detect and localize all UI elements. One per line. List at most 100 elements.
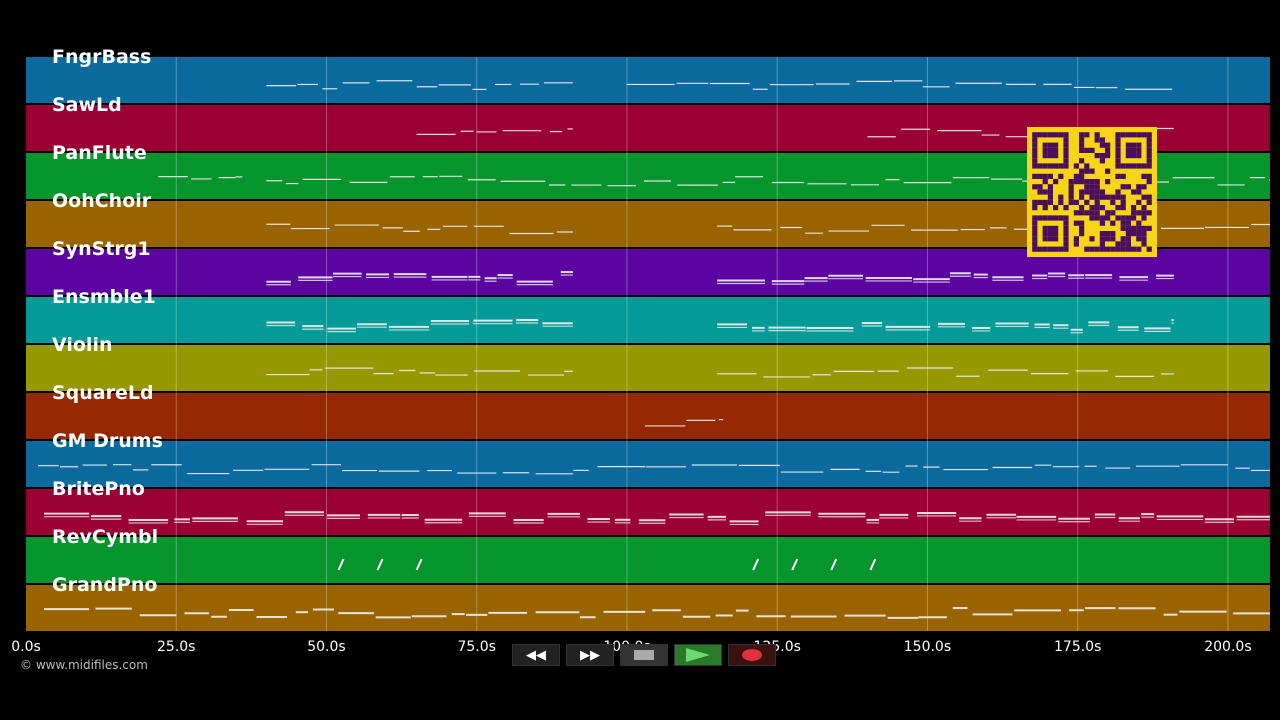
qr-module (1032, 153, 1038, 159)
qr-module (1110, 246, 1116, 252)
qr-module (1073, 210, 1079, 216)
qr-module (1141, 241, 1147, 247)
rewind-icon: ◀◀ (526, 647, 546, 663)
qr-module (1146, 199, 1152, 205)
qr-module (1115, 158, 1121, 164)
qr-module (1089, 147, 1095, 153)
track-label: Violin (52, 334, 113, 356)
qr-module (1131, 147, 1137, 153)
qr-module (1042, 179, 1048, 185)
qr-module (1141, 173, 1147, 179)
qr-module (1032, 132, 1038, 138)
qr-module (1110, 236, 1116, 242)
qr-module (1136, 210, 1142, 216)
qr-module (1053, 231, 1059, 237)
qr-module (1105, 231, 1111, 237)
qr-module (1079, 194, 1085, 200)
qr-module (1131, 189, 1137, 195)
qr-module (1120, 194, 1126, 200)
qr-module (1063, 153, 1069, 159)
qr-module (1146, 225, 1152, 231)
qr-module (1136, 132, 1142, 138)
qr-module (1131, 215, 1137, 221)
qr-module (1047, 142, 1053, 148)
record-icon (742, 649, 762, 661)
stop-button[interactable] (620, 644, 668, 666)
qr-module (1105, 147, 1111, 153)
qr-module (1063, 231, 1069, 237)
qr-module (1089, 236, 1095, 242)
qr-module (1094, 179, 1100, 185)
qr-module (1032, 199, 1038, 205)
qr-module (1094, 210, 1100, 216)
note-stroke (415, 558, 423, 571)
track-label: SynStrg1 (52, 238, 151, 260)
qr-module (1032, 142, 1038, 148)
qr-module (1125, 215, 1131, 221)
qr-module (1089, 179, 1095, 185)
qr-module (1141, 205, 1147, 211)
qr-module (1105, 236, 1111, 242)
qr-module (1099, 142, 1105, 148)
qr-module (1115, 189, 1121, 195)
qr-module (1120, 236, 1126, 242)
qr-module (1146, 132, 1152, 138)
qr-module (1115, 246, 1121, 252)
qr-module (1099, 246, 1105, 252)
qr-module (1032, 173, 1038, 179)
qr-module (1047, 184, 1053, 190)
play-button[interactable] (674, 644, 722, 666)
qr-module (1146, 194, 1152, 200)
qr-module (1099, 215, 1105, 221)
note-stroke (752, 558, 760, 571)
qr-module (1115, 163, 1121, 169)
qr-module (1037, 215, 1043, 221)
qr-module (1084, 179, 1090, 185)
qr-module (1058, 246, 1064, 252)
qr-module (1146, 173, 1152, 179)
qr-module (1105, 215, 1111, 221)
qr-module (1136, 147, 1142, 153)
qr-module (1047, 246, 1053, 252)
track-label: RevCymbl (52, 526, 159, 548)
qr-module (1073, 220, 1079, 226)
qr-module (1125, 147, 1131, 153)
qr-module (1136, 142, 1142, 148)
qr-module (1094, 199, 1100, 205)
qr-module (1141, 194, 1147, 200)
qr-module (1141, 225, 1147, 231)
play-icon (686, 648, 710, 662)
qr-module (1037, 189, 1043, 195)
qr-module (1063, 132, 1069, 138)
qr-module (1079, 231, 1085, 237)
qr-module (1084, 184, 1090, 190)
note-stroke (376, 558, 384, 571)
qr-module (1141, 215, 1147, 221)
qr-module (1084, 246, 1090, 252)
qr-module (1120, 163, 1126, 169)
qr-module (1146, 147, 1152, 153)
qr-module (1146, 246, 1152, 252)
qr-module (1032, 241, 1038, 247)
fast-forward-button[interactable]: ▶▶ (566, 644, 614, 666)
qr-module (1131, 142, 1137, 148)
qr-code-icon (1027, 127, 1157, 257)
qr-module (1037, 132, 1043, 138)
record-button[interactable] (728, 644, 776, 666)
qr-module (1089, 246, 1095, 252)
qr-module (1053, 205, 1059, 211)
qr-module (1131, 246, 1137, 252)
qr-module (1131, 153, 1137, 159)
time-tick-label: 75.0s (457, 639, 496, 655)
qr-module (1063, 205, 1069, 211)
qr-module (1032, 158, 1038, 164)
qr-module (1079, 147, 1085, 153)
qr-module (1094, 189, 1100, 195)
rewind-button[interactable]: ◀◀ (512, 644, 560, 666)
qr-module (1042, 246, 1048, 252)
qr-module (1063, 241, 1069, 247)
qr-module (1120, 173, 1126, 179)
qr-module (1032, 205, 1038, 211)
qr-module (1084, 168, 1090, 174)
